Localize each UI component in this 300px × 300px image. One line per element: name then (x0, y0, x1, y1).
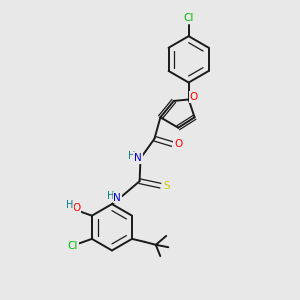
Text: H: H (128, 151, 135, 161)
Text: O: O (174, 139, 182, 149)
Text: S: S (164, 181, 170, 191)
Text: N: N (134, 153, 142, 163)
Text: Cl: Cl (184, 13, 194, 23)
Text: O: O (190, 92, 198, 102)
Text: N: N (113, 193, 121, 202)
Text: H: H (107, 191, 115, 201)
Text: O: O (72, 203, 80, 213)
Text: H: H (66, 200, 74, 210)
Text: Cl: Cl (68, 241, 78, 251)
